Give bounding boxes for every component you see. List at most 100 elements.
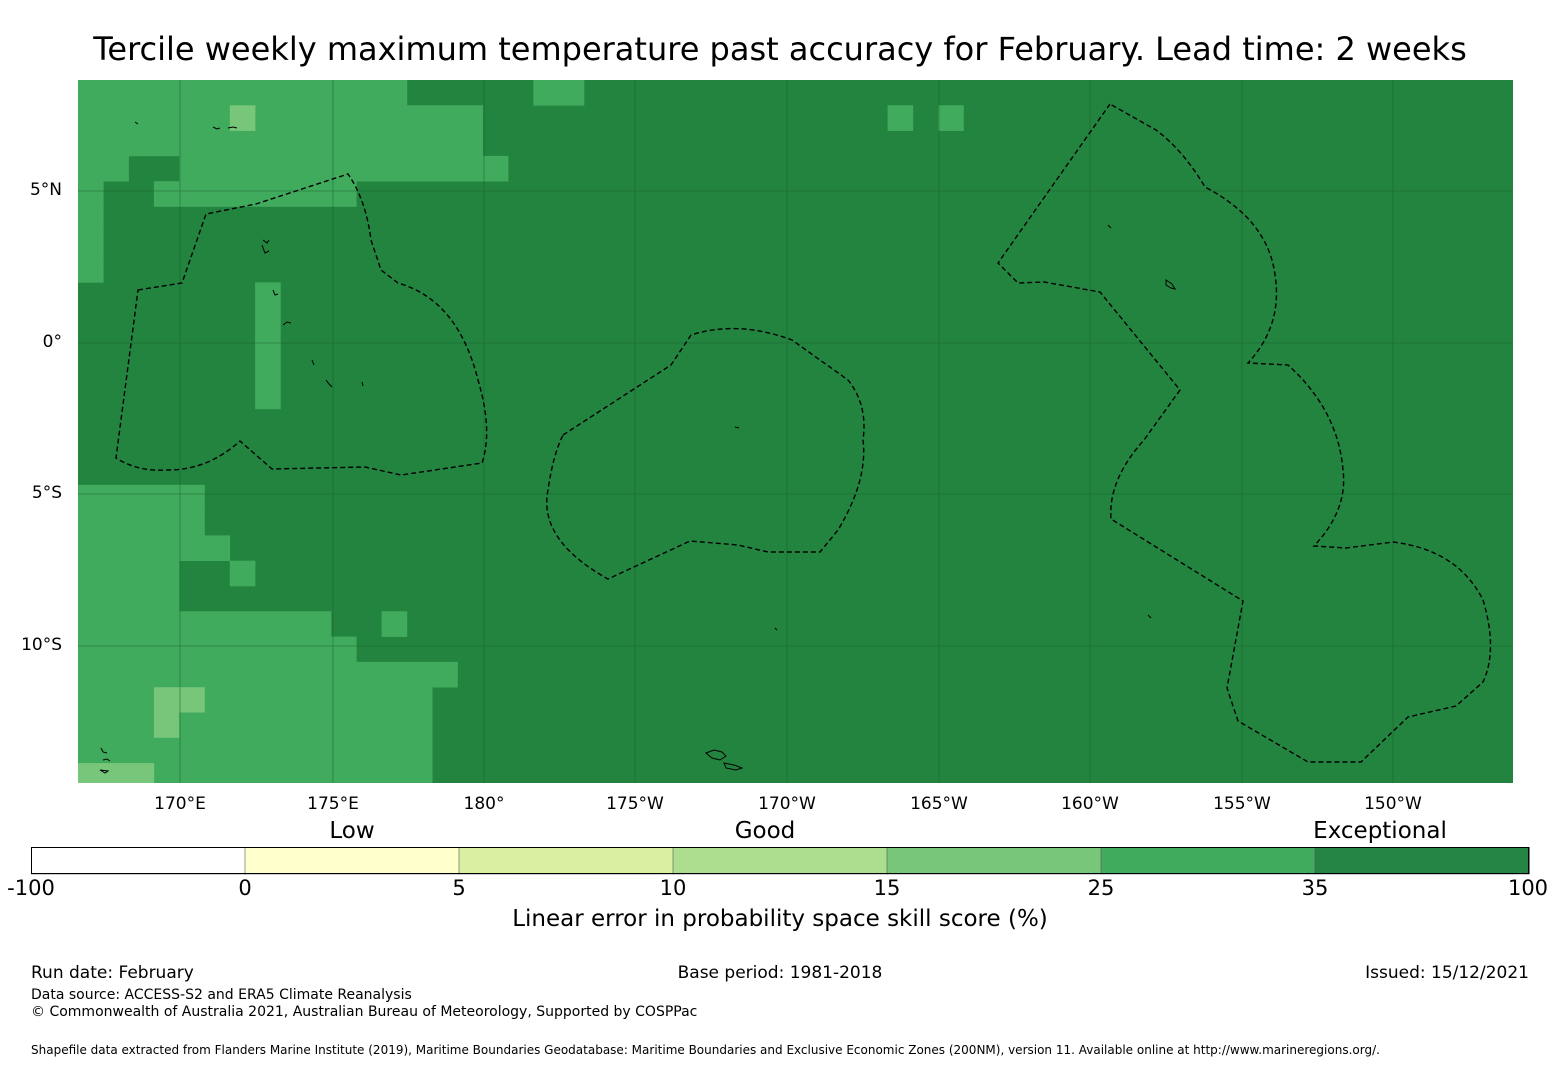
eez-boundary-kiribati-gilbert (115, 173, 488, 476)
colorbar-tick-label: -100 (7, 876, 55, 900)
island-fiji-2 (99, 769, 110, 774)
colorbar-segment (244, 847, 460, 875)
copyright: © Commonwealth of Australia 2021, Austra… (31, 1004, 698, 1020)
island-marshall-3 (134, 121, 139, 125)
lon-label: 175°W (606, 794, 664, 814)
lon-label: 170°E (154, 794, 206, 814)
skill-cell (78, 636, 357, 663)
colorbar-tick-label: 15 (873, 876, 901, 900)
colorbar-tick-label: 35 (1301, 876, 1329, 900)
island-kiribati-3 (282, 321, 292, 326)
colorbar-segment (886, 847, 1102, 875)
island-samoa-upolu (705, 749, 727, 761)
lat-label: 0° (42, 332, 62, 352)
skill-cell (356, 155, 433, 182)
lat-label: 5°S (31, 483, 62, 503)
shapefile-credit: Shapefile data extracted from Flanders M… (31, 1043, 1380, 1057)
skill-cell (78, 661, 433, 688)
lon-label: 155°W (1213, 794, 1271, 814)
colorbar-tick-label: 0 (238, 876, 252, 900)
island-marshall-4 (262, 239, 270, 244)
skill-cell (78, 737, 231, 764)
skill-cell (255, 358, 281, 384)
island-cook-1 (1147, 614, 1152, 619)
data-source: Data source: ACCESS-S2 and ERA5 Climate … (31, 987, 412, 1003)
eez-boundary-kiribati-phoenix (546, 327, 865, 580)
skill-score-map (78, 80, 1513, 783)
graticule (78, 80, 1513, 783)
coastlines-islands (99, 121, 1177, 774)
skill-cell (78, 763, 155, 783)
colorbar-segment (458, 847, 674, 875)
lat-label: 10°S (21, 635, 62, 655)
colorbar-outline (31, 847, 1529, 874)
island-samoa-tutuila (723, 762, 744, 771)
skill-cell (255, 333, 281, 359)
skill-cell (938, 105, 964, 131)
colorbar-segment (1314, 847, 1530, 875)
lon-label: 165°W (910, 794, 968, 814)
skill-cell (381, 611, 408, 637)
colorbar-tick-label: 25 (1087, 876, 1115, 900)
island-tokelau (774, 627, 778, 631)
skill-cell (179, 535, 231, 561)
category-label-good: Good (734, 818, 796, 844)
skill-cell (153, 181, 357, 207)
lon-label: 180° (463, 794, 505, 814)
island-marshall-2 (227, 126, 238, 129)
island-howland (734, 426, 740, 429)
skill-cell (78, 206, 104, 233)
island-line-tabuaeran (1107, 224, 1112, 229)
skill-cell (255, 383, 281, 410)
island-line-kiritimati (1165, 279, 1177, 290)
island-marshall-1 (212, 126, 221, 130)
skill-cell (78, 484, 205, 511)
colorbar-segment (672, 847, 888, 875)
skill-cell (78, 80, 408, 106)
issued-date: Issued: 15/12/2021 (1365, 963, 1529, 983)
island-tuvalu-2 (311, 359, 315, 366)
colorbar-tick-label: 5 (452, 876, 466, 900)
skill-cell (78, 231, 104, 258)
category-label-exceptional: Exceptional (1313, 818, 1447, 844)
eez-boundary-kiribati-line (997, 103, 1492, 763)
skill-cell (78, 181, 104, 207)
base-period: Base period: 1981-2018 (677, 963, 883, 983)
lon-label: 175°E (307, 794, 359, 814)
category-label-low: Low (329, 818, 375, 844)
skill-cell (280, 155, 357, 182)
skill-cell (78, 257, 104, 283)
island-kiribati-tarawa (261, 244, 270, 254)
skill-cell (229, 560, 256, 587)
lon-label: 160°W (1061, 794, 1119, 814)
skill-cell (255, 307, 281, 334)
skill-cell (153, 712, 180, 739)
skill-cell (153, 687, 205, 713)
eez-boundaries (115, 103, 1492, 763)
skill-cell (887, 105, 914, 131)
lon-label: 150°W (1364, 794, 1422, 814)
lat-label: 5°N (29, 180, 62, 200)
island-tuvalu-3 (361, 381, 364, 387)
skill-cell (78, 510, 180, 612)
colorbar-tick-label: 10 (659, 876, 687, 900)
skill-patches (78, 80, 964, 783)
skill-cell (78, 155, 129, 182)
island-tuvalu-1 (325, 379, 333, 388)
island-kiribati-2 (272, 289, 279, 296)
lon-label: 170°W (758, 794, 816, 814)
skill-cell (229, 105, 256, 131)
colorbar (31, 847, 1530, 875)
skill-cell (533, 80, 585, 106)
colorbar-tick-label: 100 (1507, 876, 1549, 900)
island-wallis (100, 747, 108, 754)
colorbar-segment (31, 847, 246, 875)
island-fiji-1 (102, 758, 111, 762)
skill-cell (78, 611, 332, 637)
chart-title: Tercile weekly maximum temperature past … (93, 30, 1467, 68)
skill-cell (432, 661, 458, 688)
colorbar-segment (1100, 847, 1316, 875)
skill-cell (78, 105, 484, 157)
colorbar-title: Linear error in probability space skill … (512, 906, 1048, 932)
skill-cell (255, 282, 281, 308)
